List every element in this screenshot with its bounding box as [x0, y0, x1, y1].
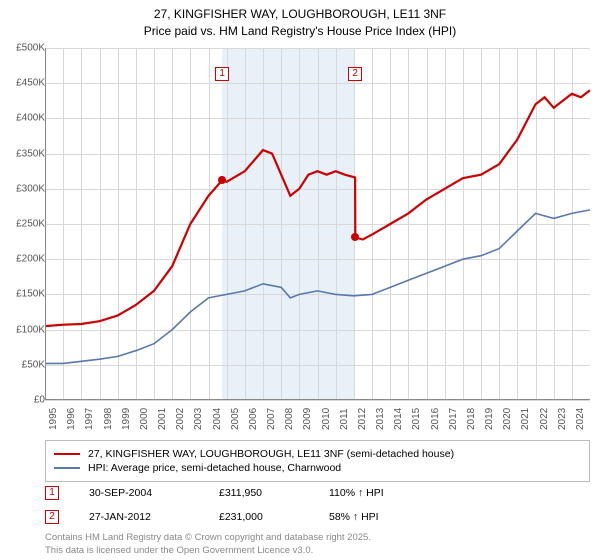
x-tick-label: 2012 [357, 408, 368, 430]
x-tick-label: 2004 [212, 408, 223, 430]
chart-lines [45, 48, 590, 400]
sale-record: 2 27-JAN-2012 £231,000 58% ↑ HPI [45, 510, 590, 524]
sale-price: £311,950 [219, 487, 299, 499]
grid-line [45, 400, 590, 401]
sale-marker-icon: 1 [45, 486, 59, 500]
x-tick-label: 1995 [48, 408, 59, 430]
x-tick-label: 2013 [375, 408, 386, 430]
x-tick-label: 2019 [484, 408, 495, 430]
y-tick-label: £50K [22, 359, 45, 370]
x-tick-label: 2005 [230, 408, 241, 430]
x-tick-label: 2010 [321, 408, 332, 430]
x-tick-label: 2016 [430, 408, 441, 430]
sale-date: 30-SEP-2004 [89, 487, 189, 499]
y-tick-label: £450K [16, 78, 45, 89]
y-tick-label: £150K [16, 289, 45, 300]
sale-marker-icon: 2 [45, 510, 59, 524]
legend-text: HPI: Average price, semi-detached house,… [88, 462, 341, 474]
x-tick-label: 2023 [557, 408, 568, 430]
x-tick-label: 2002 [175, 408, 186, 430]
x-tick-label: 2020 [502, 408, 513, 430]
x-tick-label: 1997 [84, 408, 95, 430]
x-tick-label: 2018 [466, 408, 477, 430]
x-tick-label: 2003 [193, 408, 204, 430]
sale-dot [218, 176, 226, 184]
x-tick-label: 2001 [157, 408, 168, 430]
legend-swatch [54, 467, 80, 469]
sale-date: 27-JAN-2012 [89, 511, 189, 523]
x-tick-label: 2000 [139, 408, 150, 430]
y-tick-label: £250K [16, 219, 45, 230]
y-tick-label: £200K [16, 254, 45, 265]
x-tick-label: 2015 [411, 408, 422, 430]
y-tick-label: £300K [16, 183, 45, 194]
x-tick-label: 2014 [393, 408, 404, 430]
x-tick-label: 2021 [520, 408, 531, 430]
x-axis [45, 399, 590, 400]
y-tick-label: £400K [16, 113, 45, 124]
x-tick-label: 1998 [103, 408, 114, 430]
x-tick-label: 1999 [121, 408, 132, 430]
footer-attribution: Contains HM Land Registry data © Crown c… [45, 532, 371, 557]
chart-title: 27, KINGFISHER WAY, LOUGHBOROUGH, LE11 3… [0, 0, 600, 42]
title-line2: Price paid vs. HM Land Registry's House … [0, 23, 600, 40]
legend: 27, KINGFISHER WAY, LOUGHBOROUGH, LE11 3… [45, 440, 590, 482]
sale-dot [351, 233, 359, 241]
y-tick-label: £500K [16, 43, 45, 54]
x-tick-label: 2009 [302, 408, 313, 430]
sale-marker: 2 [348, 67, 362, 81]
legend-item: 27, KINGFISHER WAY, LOUGHBOROUGH, LE11 3… [54, 447, 581, 461]
sale-hpi: 110% ↑ HPI [329, 487, 384, 499]
sale-price: £231,000 [219, 511, 299, 523]
y-tick-label: £0 [34, 395, 45, 406]
sale-hpi: 58% ↑ HPI [329, 511, 379, 523]
legend-swatch [54, 453, 80, 456]
x-tick-label: 2022 [539, 408, 550, 430]
footer-line2: This data is licensed under the Open Gov… [45, 545, 371, 557]
x-tick-label: 1996 [66, 408, 77, 430]
x-tick-label: 2006 [248, 408, 259, 430]
x-tick-label: 2017 [448, 408, 459, 430]
x-tick-label: 2011 [339, 408, 350, 430]
legend-text: 27, KINGFISHER WAY, LOUGHBOROUGH, LE11 3… [88, 448, 454, 460]
x-tick-label: 2024 [575, 408, 586, 430]
y-axis [45, 48, 46, 400]
legend-item: HPI: Average price, semi-detached house,… [54, 461, 581, 475]
series-hpi [45, 210, 590, 364]
y-tick-label: £100K [16, 324, 45, 335]
chart-plot-area: 12 [45, 48, 590, 400]
title-line1: 27, KINGFISHER WAY, LOUGHBOROUGH, LE11 3… [0, 6, 600, 23]
y-tick-label: £350K [16, 148, 45, 159]
x-tick-label: 2008 [284, 408, 295, 430]
sale-record: 1 30-SEP-2004 £311,950 110% ↑ HPI [45, 486, 590, 500]
sale-marker: 1 [215, 67, 229, 81]
footer-line1: Contains HM Land Registry data © Crown c… [45, 532, 371, 544]
x-tick-label: 2007 [266, 408, 277, 430]
